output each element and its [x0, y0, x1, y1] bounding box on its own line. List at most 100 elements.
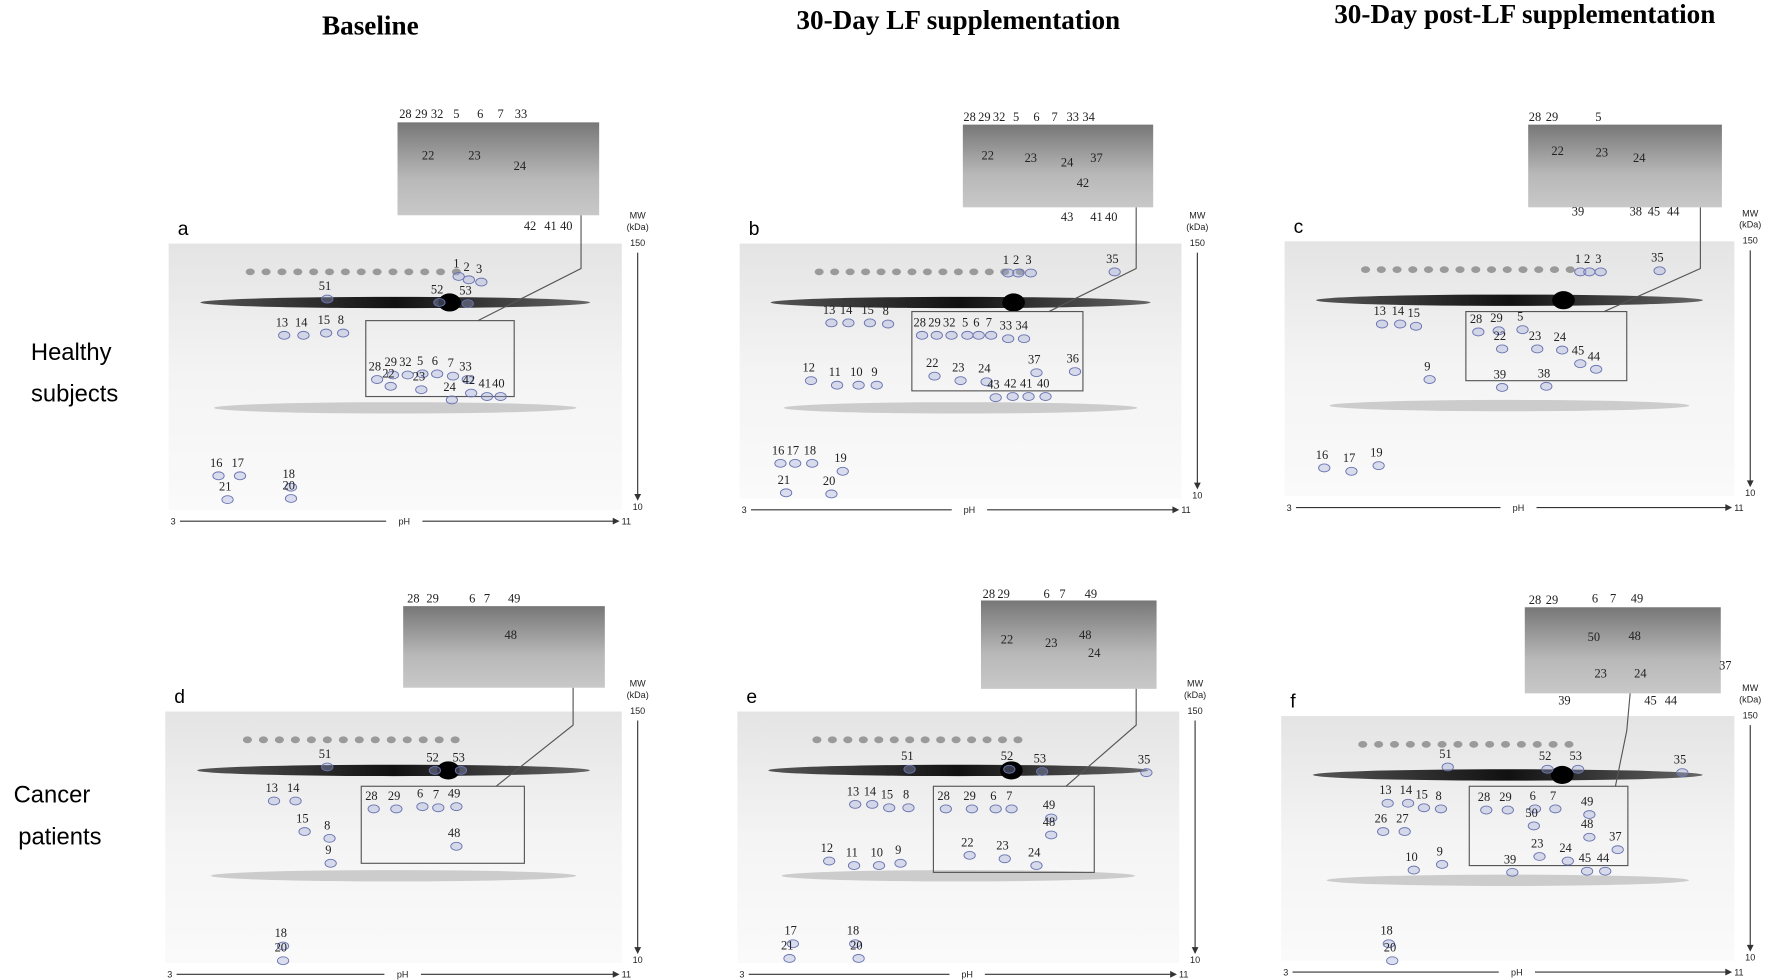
arrow-head — [1746, 480, 1754, 488]
protein-row — [953, 268, 963, 276]
spot — [804, 376, 818, 386]
spot — [1409, 321, 1423, 331]
spot-label: 29 — [1490, 311, 1502, 325]
spot-label: 28 — [1529, 593, 1541, 607]
protein-row — [322, 736, 332, 744]
protein-row — [1408, 266, 1418, 274]
protein-row — [1486, 266, 1497, 274]
spot-label: 29 — [997, 587, 1009, 601]
protein-row — [274, 736, 284, 744]
spot — [1108, 267, 1121, 277]
spot-label: 37 — [1719, 659, 1731, 673]
protein-row — [1361, 266, 1371, 274]
spot — [852, 380, 865, 390]
gel — [739, 243, 1182, 499]
spot-label: 51 — [1439, 747, 1451, 761]
spot-label: 11 — [846, 846, 858, 860]
spot-label: 15 — [318, 313, 330, 327]
axis-label: pH — [1511, 967, 1523, 977]
protein-row — [338, 736, 348, 744]
spot — [1574, 359, 1587, 369]
spot-label: 16 — [772, 443, 784, 457]
spot-label: 17 — [1343, 451, 1355, 465]
protein-row — [1392, 266, 1402, 274]
axis-label: 11 — [622, 970, 631, 980]
spot — [1583, 267, 1596, 277]
inset — [980, 600, 1157, 689]
spot-label: 24 — [1633, 151, 1646, 165]
spot-label: 28 — [407, 592, 419, 606]
spot — [1496, 383, 1509, 392]
axis-label: 3 — [167, 970, 172, 980]
spot-label: 27 — [1396, 812, 1408, 826]
spot-label: 40 — [1105, 210, 1117, 224]
protein-row — [812, 736, 822, 744]
protein-row — [997, 736, 1008, 744]
spot — [278, 330, 291, 340]
spot-label: 18 — [847, 924, 859, 938]
spot-label: 22 — [382, 366, 394, 380]
spot-label: 53 — [459, 284, 471, 298]
spot-label: 32 — [431, 107, 443, 121]
protein-row — [967, 736, 977, 744]
spot-label: 44 — [1588, 349, 1601, 363]
spot-label: 6 — [990, 789, 996, 803]
axis-label: 10 — [633, 502, 643, 512]
axis-label: 3 — [1283, 967, 1288, 977]
spot-label: 6 — [1592, 592, 1598, 606]
spot-label: 13 — [276, 315, 288, 329]
spot — [1516, 325, 1529, 335]
spot — [324, 858, 337, 868]
protein-row — [420, 268, 430, 276]
column-title: 30-Day post-LF supplementation — [1334, 0, 1715, 29]
spot — [863, 318, 877, 328]
axis-label: MW — [1742, 208, 1759, 218]
spot-label: 38 — [1630, 204, 1642, 218]
inset — [962, 124, 1154, 208]
protein-row — [876, 268, 886, 276]
spot — [446, 371, 460, 381]
spot — [1528, 804, 1542, 814]
spot-label: 11 — [829, 365, 841, 379]
spot — [849, 939, 862, 949]
zoom-box — [932, 785, 1095, 873]
spot — [1381, 798, 1394, 808]
spot — [961, 330, 974, 340]
spot-label: 7 — [1051, 110, 1057, 124]
spot-label: 35 — [1651, 251, 1663, 265]
spot-label: 23 — [996, 839, 1008, 853]
spot-label: 24 — [978, 362, 991, 376]
protein-row — [277, 268, 287, 276]
inset — [403, 606, 605, 688]
spot-label: 14 — [840, 303, 853, 317]
spot — [276, 941, 290, 951]
spot — [267, 796, 281, 806]
spot-label: 17 — [784, 924, 796, 938]
protein-row — [386, 736, 396, 744]
protein-band — [210, 870, 577, 882]
protein-band — [783, 402, 1138, 414]
arrow-head — [634, 493, 642, 501]
axis-label: 3 — [171, 517, 176, 527]
zoom-box — [365, 320, 515, 398]
spot — [1571, 764, 1585, 774]
protein-row — [907, 268, 917, 276]
spot-label: 22 — [1551, 144, 1563, 158]
spot-label: 7 — [1610, 592, 1616, 606]
spot-label: 44 — [1597, 851, 1610, 865]
protein-row — [1358, 740, 1368, 748]
spot — [1024, 268, 1037, 278]
spot-label: 14 — [287, 781, 300, 795]
spot-label: 24 — [443, 380, 456, 394]
spot-label: 2 — [463, 260, 469, 274]
spot — [390, 804, 403, 814]
spot-label: 48 — [448, 826, 460, 840]
spot-label: 40 — [492, 376, 504, 390]
spot-label: 28 — [1478, 790, 1490, 804]
spot-label: 14 — [295, 315, 308, 329]
spot — [1022, 392, 1035, 401]
axis-label: (kDa) — [1739, 220, 1761, 230]
spot-label: 7 — [1550, 789, 1556, 803]
spot — [475, 277, 488, 287]
spot-label: 7 — [986, 315, 992, 329]
